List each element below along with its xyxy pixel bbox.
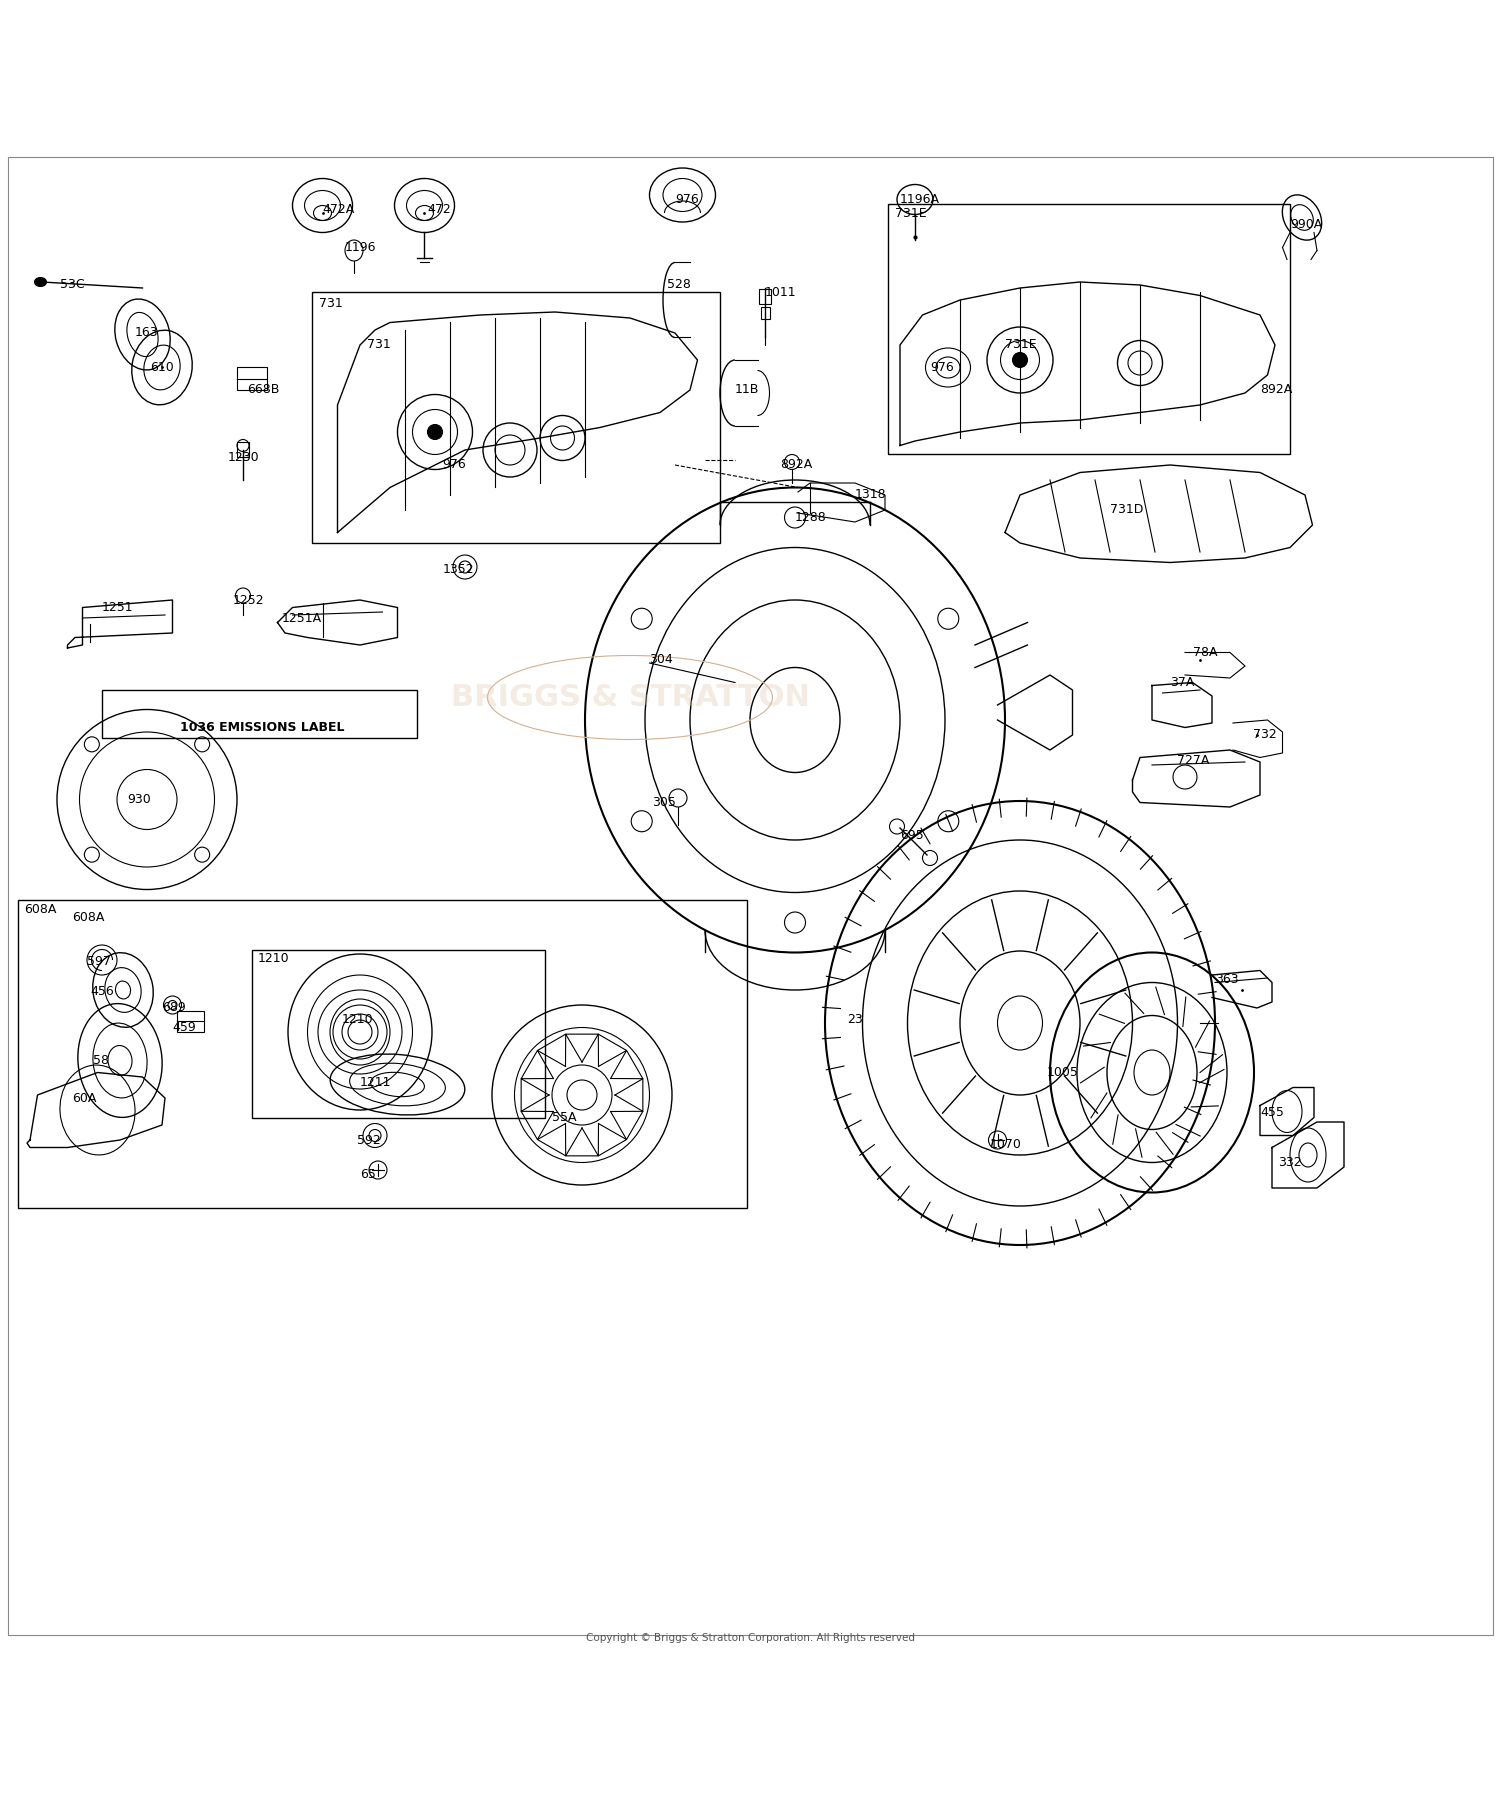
Bar	[759, 290, 771, 304]
Text: 305: 305	[652, 796, 676, 808]
Text: 1036 EMISSIONS LABEL: 1036 EMISSIONS LABEL	[180, 722, 345, 734]
Bar	[237, 367, 267, 391]
Text: Copyright © Briggs & Stratton Corporation. All Rights reserved: Copyright © Briggs & Stratton Corporatio…	[585, 1633, 915, 1643]
Text: 455: 455	[1260, 1107, 1284, 1120]
Text: 304: 304	[650, 653, 674, 666]
Circle shape	[1013, 353, 1028, 367]
Text: 1352: 1352	[442, 563, 474, 576]
Text: 1196: 1196	[345, 241, 376, 254]
Text: 332: 332	[1278, 1156, 1302, 1168]
Text: 1011: 1011	[765, 286, 796, 299]
Text: 597: 597	[87, 956, 111, 968]
Text: 608A: 608A	[72, 911, 105, 925]
Bar	[888, 203, 1290, 454]
Text: 456: 456	[90, 985, 114, 997]
Text: 55A: 55A	[552, 1111, 576, 1123]
Text: 11B: 11B	[735, 383, 759, 396]
Text: 892A: 892A	[780, 459, 813, 472]
Text: 1318: 1318	[855, 488, 886, 502]
Text: 60A: 60A	[72, 1091, 96, 1105]
Bar	[252, 950, 544, 1118]
Text: 610: 610	[150, 362, 174, 374]
Text: 37A: 37A	[1170, 677, 1194, 689]
Text: 976: 976	[930, 362, 954, 374]
Text: 1210: 1210	[342, 1013, 374, 1026]
Text: 731: 731	[368, 338, 392, 351]
Text: 731E: 731E	[896, 207, 927, 220]
Bar	[312, 292, 720, 544]
Ellipse shape	[34, 277, 46, 286]
Text: 668B: 668B	[248, 383, 280, 396]
Text: 528: 528	[668, 279, 692, 292]
Text: 1251: 1251	[102, 601, 134, 614]
Bar	[177, 1012, 204, 1031]
Text: 731E: 731E	[1005, 338, 1036, 351]
Text: 990A: 990A	[1290, 218, 1323, 232]
Bar	[102, 689, 417, 738]
Text: 976: 976	[675, 193, 699, 205]
Text: 976: 976	[442, 459, 466, 472]
Text: 695: 695	[900, 830, 924, 842]
Text: 689: 689	[162, 1001, 186, 1015]
Text: 592: 592	[357, 1134, 381, 1147]
Text: 53C: 53C	[60, 279, 84, 292]
Circle shape	[427, 425, 442, 439]
Text: 1196A: 1196A	[900, 193, 940, 205]
Text: 1288: 1288	[795, 511, 826, 524]
Text: 727A: 727A	[1178, 754, 1210, 767]
Text: 731D: 731D	[1110, 504, 1143, 517]
Text: 459: 459	[172, 1021, 196, 1033]
Text: 1070: 1070	[990, 1138, 1022, 1150]
Text: 472A: 472A	[322, 203, 354, 216]
Text: 1252: 1252	[232, 594, 264, 607]
Text: 1210: 1210	[258, 952, 290, 965]
Text: 163: 163	[135, 326, 159, 340]
Text: 65: 65	[360, 1168, 376, 1181]
Bar	[760, 308, 770, 319]
Bar	[18, 900, 747, 1208]
Text: 58: 58	[93, 1055, 110, 1067]
Text: 930: 930	[128, 794, 152, 806]
Text: 892A: 892A	[1260, 383, 1292, 396]
Text: 1005: 1005	[1047, 1066, 1078, 1078]
Text: 731: 731	[320, 297, 344, 310]
Text: 608A: 608A	[24, 904, 57, 916]
Text: 472: 472	[427, 203, 451, 216]
Text: 78A: 78A	[1192, 646, 1216, 659]
Text: BRIGGS & STRATTON: BRIGGS & STRATTON	[450, 682, 810, 713]
Text: 363: 363	[1215, 974, 1239, 986]
Text: 1251A: 1251A	[282, 612, 322, 625]
Text: 23: 23	[847, 1013, 862, 1026]
Text: 1230: 1230	[228, 452, 260, 464]
Text: 1211: 1211	[360, 1076, 392, 1089]
Bar	[237, 443, 249, 457]
Text: 732: 732	[1252, 729, 1276, 742]
